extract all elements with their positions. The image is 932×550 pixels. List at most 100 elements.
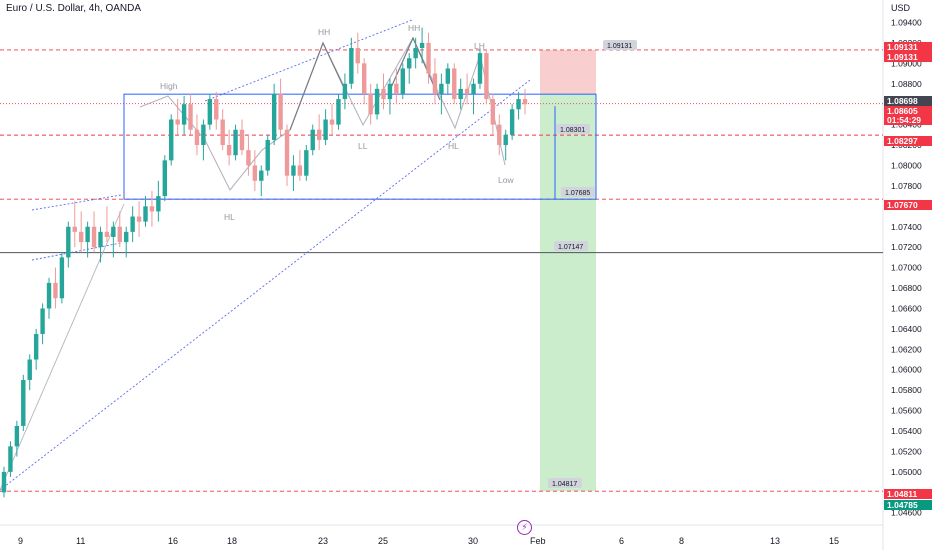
candle-body (271, 93, 277, 140)
candle-body (259, 170, 264, 181)
swing-structure-line (139, 36, 506, 192)
candle-body (452, 68, 457, 100)
candle-body (53, 282, 58, 299)
range-rectangle[interactable] (123, 93, 597, 200)
candle-body (355, 48, 360, 64)
candle-body (381, 88, 386, 100)
candle-body (432, 73, 438, 94)
candle-body (8, 446, 13, 472)
candle-body (85, 226, 90, 243)
y-tick-label: 1.07800 (891, 181, 922, 191)
pattern-label: High (160, 81, 178, 91)
candle-body (104, 231, 110, 237)
candle-body (207, 99, 213, 125)
x-tick-label: 25 (378, 536, 388, 546)
y-tick-label: 1.05200 (891, 446, 922, 456)
candle-body (181, 104, 187, 125)
candle-body (111, 226, 116, 237)
candle-body (194, 129, 200, 146)
candle-body (477, 53, 483, 84)
candle-body (419, 42, 425, 49)
stop-loss-zone[interactable] (540, 49, 596, 95)
candle-body (21, 379, 26, 426)
y-tick-label: 1.05800 (891, 385, 922, 395)
price-tag-label: 1.07670 (887, 200, 918, 210)
y-tick-label: 1.05400 (891, 426, 922, 436)
candle-body (387, 83, 393, 100)
small-channel-bottom (31, 242, 122, 261)
take-profit-zone[interactable] (540, 94, 596, 492)
candle-body (78, 231, 84, 243)
y-tick-label: 1.05600 (891, 406, 922, 416)
price-tag-label: 01:54:29 (887, 115, 921, 125)
level-label-box (603, 40, 637, 50)
trend-drawings[interactable] (0, 19, 531, 491)
lightning-icon[interactable]: ⚡ (517, 520, 532, 535)
y-tick-label: 1.04600 (891, 508, 922, 518)
y-tick-label: 1.07200 (891, 242, 922, 252)
price-tag-bg (884, 489, 932, 499)
candle-body (304, 150, 309, 176)
candle-body (349, 48, 354, 84)
candle-body (239, 129, 245, 151)
price-tag-bg (884, 52, 932, 62)
y-tick-label: 1.09000 (891, 58, 922, 68)
candle-body (117, 226, 122, 243)
price-axis-ticks: 1.046001.048001.050001.052001.054001.056… (891, 17, 922, 517)
candle-body (374, 88, 380, 115)
price-tag-label: 1.08605 (887, 106, 918, 116)
swing-peak-two (389, 36, 441, 101)
price-tag-bg (884, 500, 932, 510)
candle-body (27, 359, 32, 380)
price-tag-bg (884, 96, 932, 106)
candle-body (284, 129, 290, 176)
candlestick-series (1, 27, 528, 498)
candle-body (14, 425, 20, 447)
candle-body (342, 83, 348, 100)
y-tick-label: 1.08000 (891, 160, 922, 170)
candle-body (143, 206, 148, 222)
candle-body (413, 48, 418, 59)
candle-body (394, 83, 399, 94)
level-label-box (561, 187, 595, 197)
price-tag-bg (884, 136, 932, 146)
candle-body (361, 63, 367, 94)
x-tick-label: Feb (530, 536, 546, 546)
y-tick-label: 1.09400 (891, 17, 922, 27)
x-tick-label: 15 (829, 536, 839, 546)
candle-body (445, 68, 451, 84)
price-tag-label: 1.08698 (887, 96, 918, 106)
candle-body (149, 206, 155, 212)
currency-label: USD (891, 3, 911, 13)
candle-body (497, 124, 502, 146)
candle-body (130, 216, 135, 232)
candle-body (40, 308, 45, 334)
candle-body (471, 83, 476, 94)
candle-body (464, 88, 470, 94)
candle-body (509, 109, 515, 135)
candle-body (316, 129, 322, 140)
price-tag-bg (884, 106, 932, 116)
price-tag-label: 1.08297 (887, 136, 918, 146)
pattern-label: HL (448, 141, 459, 151)
y-tick-label: 1.05000 (891, 467, 922, 477)
candle-body (226, 145, 232, 156)
price-tag-label: 1.04811 (887, 489, 918, 499)
pattern-label: LH (474, 41, 485, 51)
price-tag-label: 1.04785 (887, 500, 918, 510)
candle-body (407, 58, 412, 69)
candle-body (72, 226, 77, 232)
candle-body (46, 282, 52, 309)
price-tag-label: 1.09131 (887, 42, 918, 52)
candle-body (278, 93, 283, 130)
time-axis-ticks: 9 11 16 18 23 25 30 Feb 6 8 13 15 (18, 536, 839, 546)
level-label-boxes: 1.09131 1.08301 1.07685 1.07147 1.04817 (548, 40, 637, 488)
candle-body (329, 119, 335, 125)
pattern-label: Low (498, 175, 514, 185)
level-label-text: 1.09131 (607, 43, 632, 50)
candle-body (59, 257, 65, 299)
level-label-text: 1.08301 (560, 127, 585, 134)
candle-body (233, 129, 238, 156)
